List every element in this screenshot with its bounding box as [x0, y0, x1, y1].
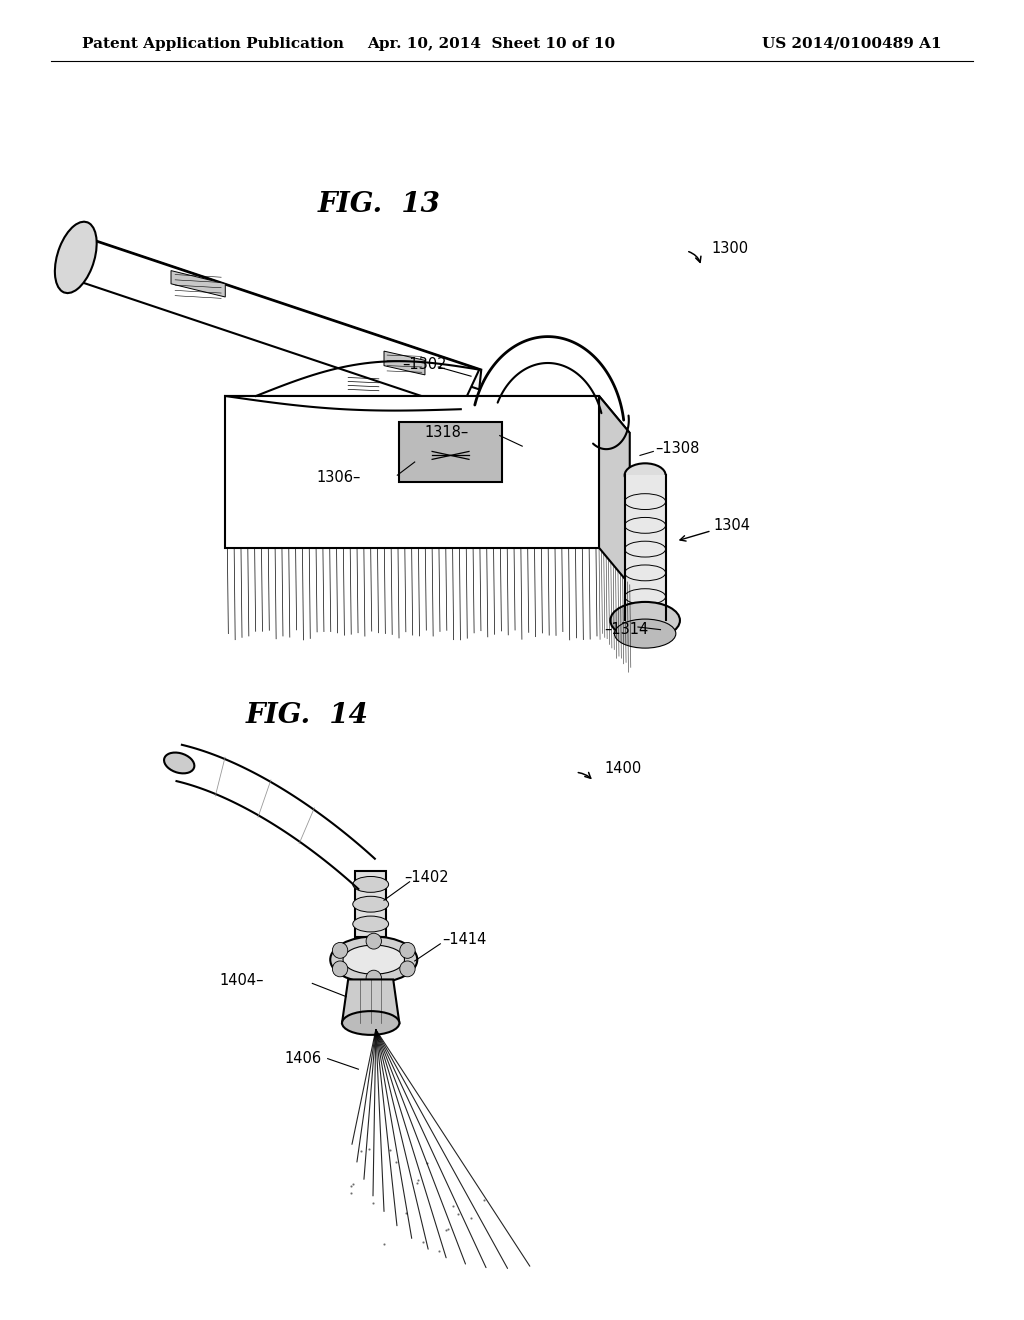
Text: FIG.  13: FIG. 13	[317, 191, 440, 218]
Polygon shape	[599, 396, 630, 585]
Polygon shape	[85, 238, 481, 389]
Ellipse shape	[399, 961, 415, 977]
Text: Patent Application Publication: Patent Application Publication	[82, 37, 344, 50]
Ellipse shape	[610, 602, 680, 639]
Ellipse shape	[367, 933, 382, 949]
Text: US 2014/0100489 A1: US 2014/0100489 A1	[763, 37, 942, 50]
Ellipse shape	[333, 942, 348, 958]
Ellipse shape	[614, 619, 676, 648]
Text: –1308: –1308	[655, 441, 699, 457]
Polygon shape	[355, 871, 386, 937]
Ellipse shape	[352, 876, 389, 892]
Ellipse shape	[352, 896, 389, 912]
Ellipse shape	[333, 961, 348, 977]
Polygon shape	[399, 422, 502, 482]
Text: 1306–: 1306–	[316, 470, 360, 486]
Text: 1406: 1406	[285, 1051, 322, 1067]
Ellipse shape	[367, 970, 382, 986]
Polygon shape	[384, 351, 425, 375]
Ellipse shape	[342, 1011, 399, 1035]
Ellipse shape	[55, 222, 96, 293]
Ellipse shape	[164, 752, 195, 774]
Text: –1402: –1402	[404, 870, 450, 886]
Text: 1404–: 1404–	[220, 973, 264, 989]
Polygon shape	[176, 744, 375, 888]
Ellipse shape	[343, 945, 404, 974]
Polygon shape	[225, 396, 599, 548]
Text: 1300: 1300	[712, 240, 749, 256]
Ellipse shape	[399, 942, 415, 958]
Text: –1414: –1414	[442, 932, 486, 948]
Bar	[625, 475, 666, 620]
Text: 1400: 1400	[604, 760, 641, 776]
Ellipse shape	[352, 916, 389, 932]
Text: –1302: –1302	[402, 356, 446, 372]
Polygon shape	[342, 979, 399, 1023]
Polygon shape	[225, 396, 630, 433]
Polygon shape	[67, 238, 479, 409]
Text: Apr. 10, 2014  Sheet 10 of 10: Apr. 10, 2014 Sheet 10 of 10	[368, 37, 615, 50]
Ellipse shape	[330, 937, 418, 982]
Polygon shape	[171, 271, 225, 297]
Text: FIG.  14: FIG. 14	[246, 702, 369, 729]
Text: 1304: 1304	[714, 517, 751, 533]
Text: 1318–: 1318–	[425, 425, 469, 441]
Ellipse shape	[625, 463, 666, 487]
Text: –1314: –1314	[604, 622, 648, 638]
